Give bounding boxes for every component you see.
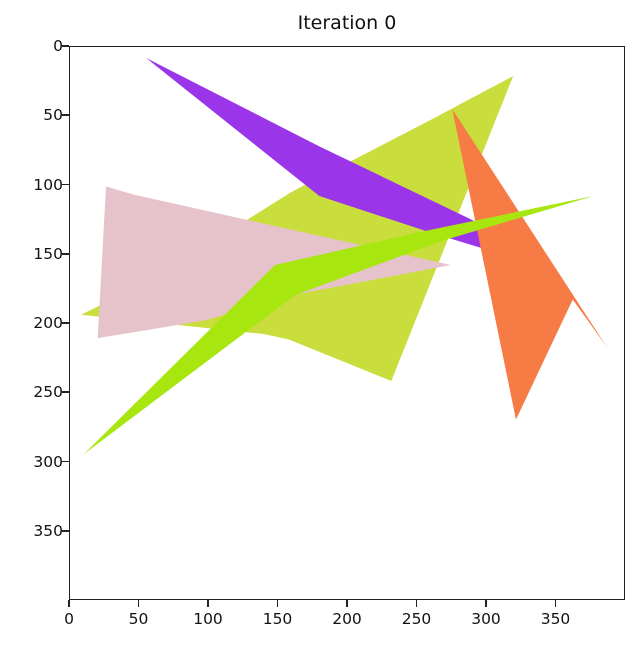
x-tick-mark [276,600,279,607]
x-tick-mark [485,600,487,607]
y-tick-mark [62,322,69,324]
y-tick-label: 150 [33,244,63,263]
y-tick-mark [62,114,69,117]
y-tick-mark [62,183,69,186]
y-tick-mark [62,252,69,255]
y-tick-label: 250 [33,383,63,402]
chart-title: Iteration 0 [297,12,397,34]
x-tick-mark [207,600,209,607]
y-tick-label: 0 [53,37,63,55]
x-tick-mark [554,600,557,607]
x-tick-label: 200 [332,610,362,628]
x-tick-label: 350 [540,610,571,628]
y-tick-label: 50 [43,106,63,125]
plot-area [69,46,625,600]
image-canvas [81,58,608,455]
purple-polygon [146,58,511,257]
x-tick-mark [415,600,418,607]
x-tick-label: 250 [401,610,432,628]
pink-polygon [97,186,451,339]
x-tick-mark [137,600,140,607]
x-tick-label: 0 [64,610,74,628]
x-tick-label: 150 [262,610,293,628]
x-tick-mark [346,600,348,607]
y-tick-mark [62,460,69,463]
x-tick-mark [68,600,70,607]
y-tick-mark [62,391,69,394]
orange-polygon [452,109,608,420]
x-tick-label: 300 [471,610,501,628]
y-tick-label: 200 [33,314,63,332]
x-tick-label: 100 [193,610,223,628]
y-tick-mark [62,529,69,532]
y-tick-label: 300 [33,452,63,471]
y-tick-label: 100 [33,175,63,194]
y-tick-label: 350 [33,521,63,540]
y-tick-mark [62,45,69,47]
x-tick-label: 50 [128,610,149,628]
